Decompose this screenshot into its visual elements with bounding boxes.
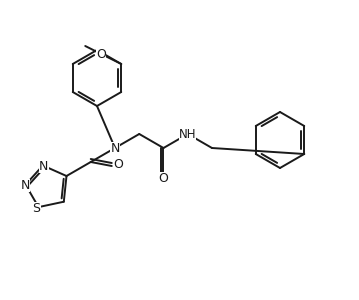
Text: O: O <box>113 158 123 172</box>
Text: O: O <box>96 47 106 61</box>
Text: NH: NH <box>179 128 196 140</box>
Text: S: S <box>33 202 41 214</box>
Text: N: N <box>110 142 120 154</box>
Text: N: N <box>21 179 30 192</box>
Text: O: O <box>159 172 168 185</box>
Text: N: N <box>39 160 48 173</box>
